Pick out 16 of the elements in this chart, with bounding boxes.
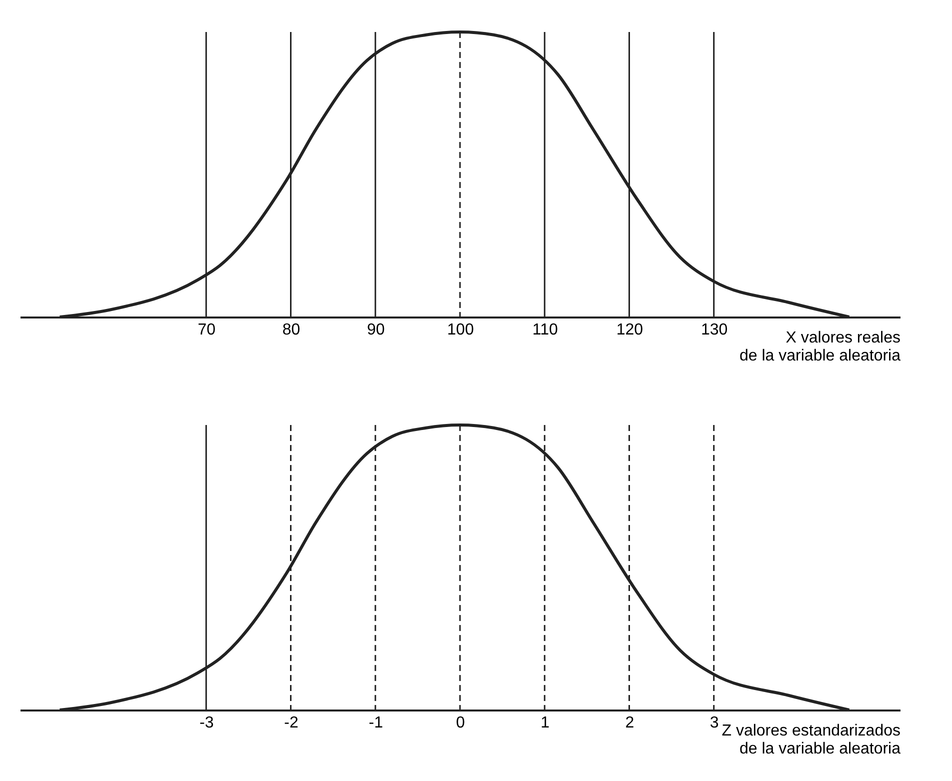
x-tick-label: 2 xyxy=(625,714,634,732)
x-tick-label: 120 xyxy=(616,322,644,338)
x-tick-label: 110 xyxy=(532,322,558,338)
x-axis-title: X valores reales de la variable aleatoria xyxy=(740,330,901,364)
x-tick-label: 100 xyxy=(447,322,474,338)
x-tick-label: 80 xyxy=(282,322,300,338)
x-tick-label: -1 xyxy=(368,714,384,732)
x-axis-title: Z valores estandarizados de la variable aleatoria xyxy=(722,722,901,758)
x-tick-label: 70 xyxy=(198,322,216,338)
x-tick-label: -3 xyxy=(200,714,214,732)
x-tick-label: 90 xyxy=(366,322,385,338)
x-tick-label: 0 xyxy=(456,714,466,732)
x-tick-label: 3 xyxy=(710,714,719,732)
x-tick-label: 1 xyxy=(540,714,550,732)
x-tick-label: 130 xyxy=(700,322,728,338)
x-tick-label: -2 xyxy=(284,714,298,732)
